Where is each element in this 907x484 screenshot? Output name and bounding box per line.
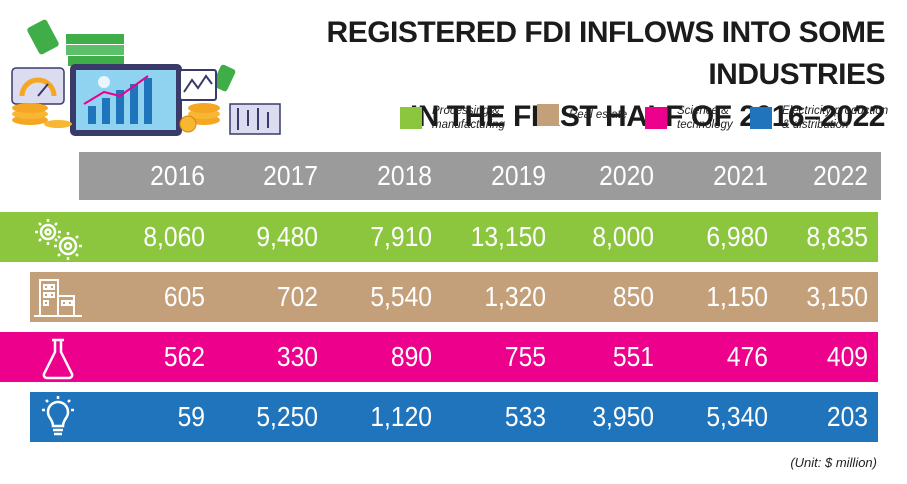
table-cell: 1,150: [706, 281, 768, 312]
table-row: 605 702 5,540 1,320 850 1,150 3,150: [30, 272, 878, 322]
year-label: 2022: [813, 160, 868, 191]
table-cell: 8,000: [592, 221, 654, 252]
year-header-band: 2016 2017 2018 2019 2020 2021 2022: [79, 152, 881, 200]
legend-label: Processing & manufacturing: [432, 105, 505, 131]
table-cell: 409: [826, 341, 868, 372]
legend-swatch: [537, 104, 559, 126]
table-cell: 7,910: [370, 221, 432, 252]
tablet-chart-icon: [70, 64, 182, 136]
table-cell: 5,540: [370, 281, 432, 312]
table-cell: 5,250: [256, 401, 318, 432]
table-cell: 562: [163, 341, 205, 372]
monitor-icon: [179, 69, 217, 101]
legend-item: Real estate: [537, 104, 679, 126]
table-cell: 476: [726, 341, 768, 372]
year-label: 2019: [491, 160, 546, 191]
legend-swatch: [645, 107, 667, 129]
legend-swatch: [400, 107, 422, 129]
legend-label: Electricity production & distribution: [782, 105, 889, 131]
year-label: 2016: [150, 160, 205, 191]
title-line-1: REGISTERED FDI INFLOWS INTO SOME INDUSTR…: [326, 16, 886, 91]
gears-icon: [28, 216, 88, 260]
table-cell: 3,150: [806, 281, 868, 312]
table-cell: 755: [504, 341, 546, 372]
table-cell: 330: [276, 341, 318, 372]
table-cell: 605: [163, 281, 205, 312]
legend-label: Science & technology: [677, 105, 733, 131]
table-cell: 1,320: [484, 281, 546, 312]
table-cell: 6,980: [706, 221, 768, 252]
table-cell: 13,150: [470, 221, 546, 252]
year-label: 2017: [263, 160, 318, 191]
table-cell: 8,060: [143, 221, 205, 252]
table-cell: 533: [504, 401, 546, 432]
table-row: 8,060 9,480 7,910 13,150 8,000 6,980 8,835: [0, 212, 878, 262]
buildings-icon: [28, 276, 88, 320]
flask-icon: [28, 336, 88, 380]
legend-item: Science & technology: [645, 104, 787, 132]
table-cell: 551: [612, 341, 654, 372]
table-cell: 3,950: [592, 401, 654, 432]
finance-illustration: [11, 19, 281, 136]
table-cell: 59: [177, 401, 205, 432]
legend-label: Real estate: [569, 109, 628, 121]
table-row: 562 330 890 755 551 476 409: [0, 332, 878, 382]
table-cell: 702: [276, 281, 318, 312]
legend-item: Electricity production & distribution: [750, 104, 892, 132]
candlestick-chart-icon: [229, 103, 281, 135]
year-label: 2020: [599, 160, 654, 191]
table-row: 59 5,250 1,120 533 3,950 5,340 203: [30, 392, 878, 442]
lightbulb-icon: [28, 396, 88, 440]
table-cell: 9,480: [256, 221, 318, 252]
table-cell: 1,120: [370, 401, 432, 432]
unit-note: (Unit: $ million): [790, 455, 877, 470]
cash-stack-icon: [66, 34, 124, 66]
legend-swatch: [750, 107, 772, 129]
table-cell: 850: [612, 281, 654, 312]
money-icon: [27, 19, 236, 92]
year-label: 2018: [377, 160, 432, 191]
table-cell: 8,835: [806, 221, 868, 252]
legend-item: Processing & manufacturing: [400, 104, 542, 132]
table-cell: 5,340: [706, 401, 768, 432]
legend: Processing & manufacturing Real estate Sci…: [400, 104, 890, 144]
table-cell: 203: [826, 401, 868, 432]
gauge-icon: [11, 67, 65, 105]
coins-icon: [12, 103, 220, 133]
table-cell: 890: [390, 341, 432, 372]
year-label: 2021: [713, 160, 768, 191]
